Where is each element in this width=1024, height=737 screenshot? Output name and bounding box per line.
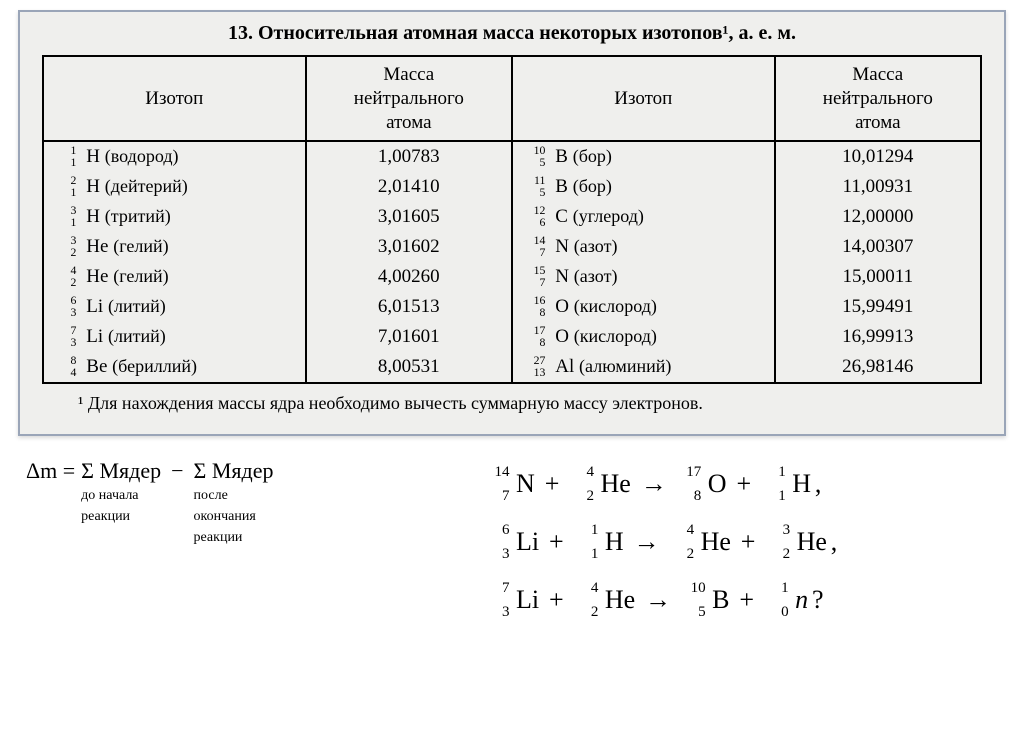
isotope-cell: 31H (тритий) [43, 202, 306, 232]
isotope-cell: 32He (гелий) [43, 232, 306, 262]
mass-cell: 15,00011 [775, 262, 981, 292]
table-row: 11H (водород)1,00783105B (бор)10,01294 [43, 141, 981, 172]
mass-cell: 3,01605 [306, 202, 512, 232]
sum-after: Σ Mядер после окончания реакции [194, 458, 274, 547]
table-row: 31H (тритий)3,01605126C (углерод)12,0000… [43, 202, 981, 232]
isotope-cell: 105B (бор) [512, 141, 775, 172]
table-row: 32He (гелий)3,01602147N (азот)14,00307 [43, 232, 981, 262]
mass-cell: 3,01602 [306, 232, 512, 262]
mass-cell: 26,98146 [775, 352, 981, 383]
isotope-table: Изотоп Массанейтральногоатома Изотоп Мас… [42, 55, 982, 384]
delta-m-lhs: Δm = [26, 458, 81, 484]
nuclear-reactions: 147N+42He→178O+11H, 63Li+11H→42He+32He, 73… [461, 458, 1006, 632]
isotope-cell: 115B (бор) [512, 172, 775, 202]
header-mass-2: Массанейтральногоатома [775, 56, 981, 141]
table-row: 73Li (литий)7,01601178O (кислород)16,999… [43, 322, 981, 352]
mass-cell: 1,00783 [306, 141, 512, 172]
mass-cell: 16,99913 [775, 322, 981, 352]
header-mass-1: Массанейтральногоатома [306, 56, 512, 141]
mass-cell: 10,01294 [775, 141, 981, 172]
header-isotope-1: Изотоп [43, 56, 306, 141]
mass-cell: 7,01601 [306, 322, 512, 352]
mass-cell: 12,00000 [775, 202, 981, 232]
table-row: 42He (гелий)4,00260157N (азот)15,00011 [43, 262, 981, 292]
isotope-cell: 11H (водород) [43, 141, 306, 172]
isotope-cell: 168O (кислород) [512, 292, 775, 322]
mass-cell: 14,00307 [775, 232, 981, 262]
reaction-line: 73Li+42He→105B+10n? [481, 574, 1006, 626]
scanned-page: 13. Относительная атомная масса некоторы… [18, 10, 1006, 436]
isotope-cell: 126C (углерод) [512, 202, 775, 232]
reaction-line: 147N+42He→178O+11H, [481, 458, 1006, 510]
mass-cell: 8,00531 [306, 352, 512, 383]
table-row: 84Be (бериллий)8,005312713Al (алюминий)2… [43, 352, 981, 383]
isotope-cell: 21H (дейтерий) [43, 172, 306, 202]
mass-cell: 11,00931 [775, 172, 981, 202]
mass-cell: 15,99491 [775, 292, 981, 322]
mass-cell: 2,01410 [306, 172, 512, 202]
table-title: 13. Относительная атомная масса некоторы… [42, 22, 982, 45]
handwritten-formula: Δm = Σ Mядер до начала реакции − Σ Mядер… [18, 458, 441, 547]
isotope-cell: 147N (азот) [512, 232, 775, 262]
isotope-cell: 2713Al (алюминий) [512, 352, 775, 383]
table-footnote: ¹ Для нахождения массы ядра необходимо в… [42, 392, 982, 415]
header-isotope-2: Изотоп [512, 56, 775, 141]
mass-cell: 6,01513 [306, 292, 512, 322]
table-row: 63Li (литий)6,01513168O (кислород)15,994… [43, 292, 981, 322]
isotope-cell: 84Be (бериллий) [43, 352, 306, 383]
table-header-row: Изотоп Массанейтральногоатома Изотоп Мас… [43, 56, 981, 141]
isotope-cell: 157N (азот) [512, 262, 775, 292]
isotope-cell: 73Li (литий) [43, 322, 306, 352]
mass-cell: 4,00260 [306, 262, 512, 292]
isotope-cell: 63Li (литий) [43, 292, 306, 322]
below-region: Δm = Σ Mядер до начала реакции − Σ Mядер… [18, 458, 1006, 632]
sum-before: Σ Mядер до начала реакции [81, 458, 161, 526]
isotope-cell: 42He (гелий) [43, 262, 306, 292]
isotope-cell: 178O (кислород) [512, 322, 775, 352]
minus-sign: − [161, 458, 193, 484]
table-row: 21H (дейтерий)2,01410115B (бор)11,00931 [43, 172, 981, 202]
reaction-line: 63Li+11H→42He+32He, [481, 516, 1006, 568]
